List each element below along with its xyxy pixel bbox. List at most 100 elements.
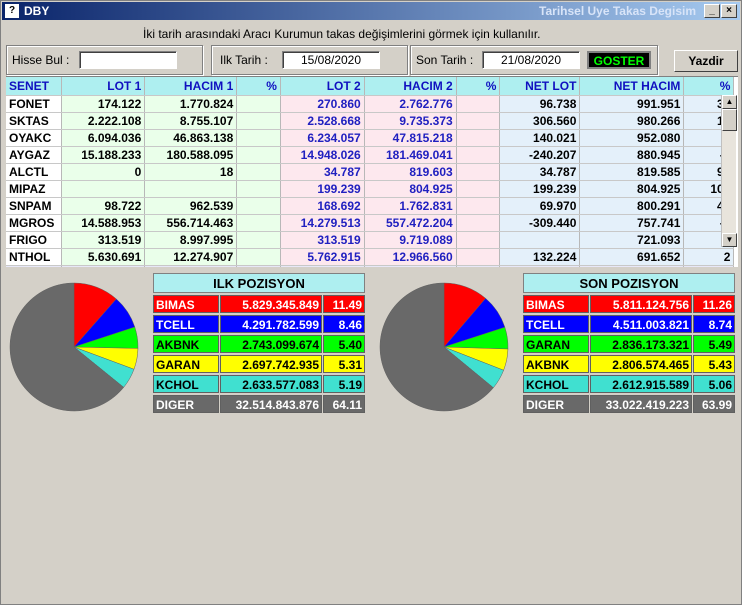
ilk-position-value: 32.514.843.876 bbox=[220, 395, 322, 413]
table-row[interactable]: AYGAZ 15.188.233 180.588.095 14.948.026 181.… bbox=[6, 146, 735, 164]
table-cell bbox=[236, 180, 281, 198]
total-cell: 5.306.988.464 bbox=[280, 265, 365, 267]
window-subtitle: Tarihsel Uye Takas Degisim bbox=[539, 4, 696, 18]
table-cell: 14.588.953 bbox=[61, 214, 146, 232]
table-cell: 12.274.907 bbox=[144, 248, 238, 266]
table-cell: 2 bbox=[683, 248, 735, 266]
minimize-icon[interactable]: _ bbox=[704, 4, 720, 18]
table-row[interactable]: SNPAM 98.722 962.539 168.692 1.762.831 69.970… bbox=[6, 197, 735, 215]
grid-header-cell[interactable]: HACIM 1 bbox=[144, 77, 238, 96]
ilk-position-value: 2.633.577.083 bbox=[220, 375, 322, 393]
grid-header-cell[interactable]: LOT 1 bbox=[61, 77, 146, 96]
hisse-search-input[interactable] bbox=[79, 51, 177, 69]
scroll-down-icon[interactable]: ▼ bbox=[722, 233, 737, 247]
son-position-value: 33.022.419.223 bbox=[590, 395, 692, 413]
ilk-position-name: DIGER bbox=[153, 395, 219, 413]
son-position-value: 2.612.915.589 bbox=[590, 375, 692, 393]
grid-header-row: SENET LOT 1 HACIM 1% LOT 2 HACIM 2% NET LOT NE… bbox=[6, 77, 735, 96]
son-pozisyon-title: SON POZISYON bbox=[523, 273, 735, 293]
grid-header-cell[interactable]: % bbox=[456, 77, 501, 96]
ilk-position-pct: 5.19 bbox=[323, 375, 365, 393]
son-position-row: DIGER 33.022.419.223 63.99 bbox=[523, 395, 735, 413]
ilk-position-row: TCELL 4.291.782.599 8.46 bbox=[153, 315, 365, 333]
grid-header-cell[interactable]: NET HACIM bbox=[579, 77, 685, 96]
ilk-position-name: TCELL bbox=[153, 315, 219, 333]
title-bar: ? DBY Tarihsel Uye Takas Degisim _ × bbox=[2, 2, 740, 20]
table-cell: 991.951 bbox=[579, 95, 685, 113]
totals-row: 5.280.378.14750.710.392.019100,005.306.9… bbox=[6, 265, 735, 267]
ilk-position-value: 2.697.742.935 bbox=[220, 355, 322, 373]
table-cell: -309.440 bbox=[499, 214, 581, 232]
table-cell: 46.863.138 bbox=[144, 129, 238, 147]
total-cell bbox=[683, 265, 735, 267]
son-position-row: TCELL 4.511.003.821 8.74 bbox=[523, 315, 735, 333]
ilk-tarih-input[interactable]: 15/08/2020 bbox=[282, 51, 380, 69]
table-cell: 34.787 bbox=[280, 163, 365, 181]
app-icon[interactable]: ? bbox=[5, 4, 19, 18]
grid-header-cell[interactable]: NET LOT bbox=[499, 77, 581, 96]
total-cell bbox=[579, 265, 685, 267]
table-cell bbox=[499, 231, 581, 249]
table-cell: MIPAZ bbox=[6, 180, 62, 198]
table-row[interactable]: FONET 174.122 1.770.824 270.860 2.762.776 96.… bbox=[6, 95, 735, 113]
table-cell: 819.603 bbox=[364, 163, 457, 181]
ilk-position-row: KCHOL 2.633.577.083 5.19 bbox=[153, 375, 365, 393]
grid-header-cell[interactable]: HACIM 2 bbox=[364, 77, 457, 96]
table-row[interactable]: MGROS 14.588.953 556.714.463 14.279.513 557.… bbox=[6, 214, 735, 232]
ilk-pie-chart bbox=[9, 282, 139, 412]
table-cell bbox=[236, 129, 281, 147]
table-cell: -240.207 bbox=[499, 146, 581, 164]
table-cell: 69.970 bbox=[499, 197, 581, 215]
grid-header-cell[interactable]: SENET bbox=[6, 77, 62, 96]
table-cell: ALCTL bbox=[6, 163, 62, 181]
ilk-position-row: GARAN 2.697.742.935 5.31 bbox=[153, 355, 365, 373]
table-cell: 34.787 bbox=[499, 163, 581, 181]
ilk-position-pct: 5.31 bbox=[323, 355, 365, 373]
scroll-thumb[interactable] bbox=[722, 109, 737, 131]
table-cell bbox=[456, 112, 501, 130]
grid-header-cell[interactable]: LOT 2 bbox=[280, 77, 365, 96]
close-icon[interactable]: × bbox=[721, 4, 737, 18]
table-cell bbox=[456, 180, 501, 198]
ilk-position-name: GARAN bbox=[153, 355, 219, 373]
table-cell: 880.945 bbox=[579, 146, 685, 164]
son-position-value: 4.511.003.821 bbox=[590, 315, 692, 333]
table-cell: 556.714.463 bbox=[144, 214, 238, 232]
grid-header-cell[interactable]: % bbox=[236, 77, 281, 96]
total-cell: 51.600.211.177 bbox=[364, 265, 457, 267]
table-cell bbox=[236, 163, 281, 181]
grid-scrollbar[interactable]: ▲ ▼ bbox=[721, 95, 737, 247]
table-cell: 199.239 bbox=[499, 180, 581, 198]
table-cell: 313.519 bbox=[61, 231, 146, 249]
son-position-pct: 63.99 bbox=[693, 395, 735, 413]
son-position-value: 2.806.574.465 bbox=[590, 355, 692, 373]
table-row[interactable]: NTHOL 5.630.691 12.274.907 5.762.915 12.966.… bbox=[6, 248, 735, 266]
table-cell: 306.560 bbox=[499, 112, 581, 130]
son-position-pct: 5.06 bbox=[693, 375, 735, 393]
table-row[interactable]: SKTAS 2.222.108 8.755.107 2.528.668 9.735.37… bbox=[6, 112, 735, 130]
ilk-position-row: AKBNK 2.743.099.674 5.40 bbox=[153, 335, 365, 353]
takas-grid: SENET LOT 1 HACIM 1% LOT 2 HACIM 2% NET LOT NE… bbox=[6, 76, 738, 267]
table-cell bbox=[456, 231, 501, 249]
table-cell: 5.762.915 bbox=[280, 248, 365, 266]
table-row[interactable]: OYAKC 6.094.036 46.863.138 6.234.057 47.815.… bbox=[6, 129, 735, 147]
total-cell: 50.710.392.019 bbox=[144, 265, 238, 267]
table-cell: 2.222.108 bbox=[61, 112, 146, 130]
ilk-tarih-label: Ilk Tarih : bbox=[220, 53, 268, 67]
table-cell: 721.093 bbox=[579, 231, 685, 249]
table-cell bbox=[236, 231, 281, 249]
table-cell bbox=[144, 180, 238, 198]
table-cell: 819.585 bbox=[579, 163, 685, 181]
son-tarih-input[interactable]: 21/08/2020 bbox=[482, 51, 580, 69]
goster-button[interactable]: GOSTER bbox=[587, 51, 651, 69]
table-row[interactable]: FRIGO 313.519 8.997.995 313.519 9.719.089 721… bbox=[6, 231, 735, 249]
scroll-up-icon[interactable]: ▲ bbox=[722, 95, 737, 109]
table-cell bbox=[456, 163, 501, 181]
grid-header-cell[interactable]: % bbox=[683, 77, 735, 96]
yazdir-button[interactable]: Yazdir bbox=[674, 50, 738, 72]
ilk-pie-slice bbox=[9, 282, 125, 412]
table-cell: FONET bbox=[6, 95, 62, 113]
ilk-position-pct: 64.11 bbox=[323, 395, 365, 413]
